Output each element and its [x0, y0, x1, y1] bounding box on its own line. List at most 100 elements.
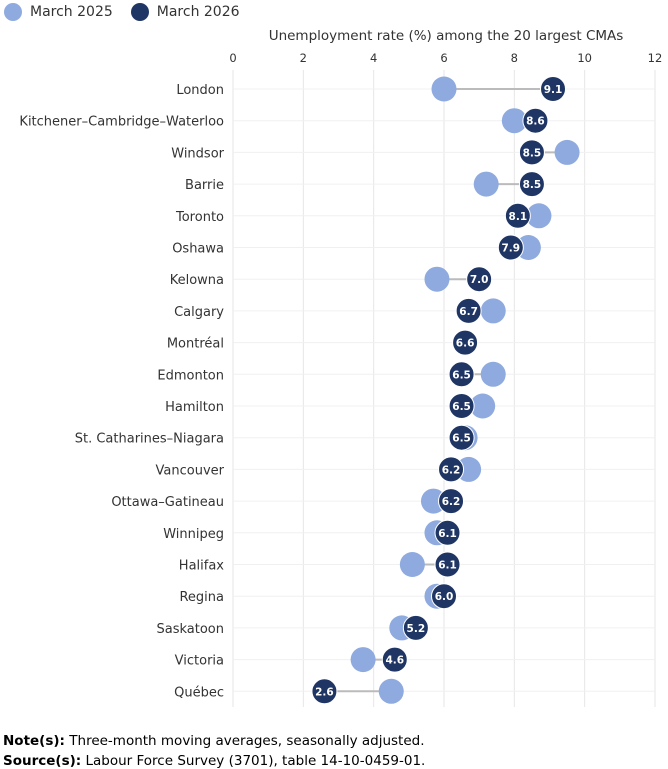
point-march-2025[interactable]: [424, 266, 450, 292]
x-tick-label: 8: [511, 51, 518, 65]
category-label: Hamilton: [165, 400, 224, 415]
category-label: Saskatoon: [156, 622, 224, 637]
dumbbell-chart: Unemployment rate (%) among the 20 large…: [19, 28, 662, 707]
point-march-2026[interactable]: [518, 139, 545, 166]
data-label: 6.2: [442, 464, 461, 476]
category-label: Oshawa: [172, 242, 224, 257]
legend-item-march-2026[interactable]: March 2026: [130, 3, 240, 21]
data-label: 6.6: [456, 338, 475, 350]
chart-row: Windsor 8.5: [171, 139, 580, 166]
point-march-2026[interactable]: [448, 393, 475, 419]
point-march-2026[interactable]: [402, 614, 429, 641]
point-march-2026[interactable]: [504, 202, 531, 229]
category-label: Halifax: [179, 559, 225, 574]
point-march-2026[interactable]: [438, 488, 465, 515]
chart-row: Kelowna 7.0: [170, 266, 493, 293]
data-label: 5.2: [407, 623, 426, 635]
source-line: Source(s): Labour Force Survey (3701), t…: [3, 751, 425, 769]
chart-title: Unemployment rate (%) among the 20 large…: [269, 28, 624, 44]
category-label: Edmonton: [157, 368, 224, 383]
footnotes: Note(s): Three-month moving averages, se…: [3, 731, 425, 769]
category-label: Victoria: [175, 654, 224, 669]
chart-row: Victoria 4.6: [175, 646, 408, 673]
point-march-2025[interactable]: [526, 203, 552, 229]
point-march-2026[interactable]: [434, 519, 461, 546]
point-march-2026[interactable]: [448, 361, 475, 388]
data-label: 7.9: [502, 243, 521, 255]
x-tick-label: 10: [577, 51, 592, 65]
chart-row: Hamilton 6.5: [165, 393, 496, 419]
legend-item-march-2025[interactable]: March 2025: [4, 3, 113, 21]
point-march-2025[interactable]: [480, 361, 506, 387]
point-march-2025[interactable]: [473, 171, 499, 197]
source-text: Labour Force Survey (3701), table 14-10-…: [81, 753, 426, 769]
data-label: 8.1: [509, 211, 528, 223]
note-text: Three-month moving averages, seasonally …: [64, 733, 425, 749]
point-march-2026[interactable]: [448, 424, 475, 451]
point-march-2025[interactable]: [378, 678, 404, 704]
category-label: Kitchener–Cambridge–Waterloo: [19, 115, 224, 130]
point-march-2026[interactable]: [540, 76, 567, 102]
data-label: 6.5: [452, 401, 471, 413]
category-label: St. Catharines–Niagara: [75, 432, 224, 447]
chart-row: Oshawa 7.9: [172, 234, 541, 261]
category-label: Vancouver: [156, 463, 225, 478]
point-march-2026[interactable]: [311, 678, 338, 705]
x-tick-label: 2: [300, 51, 307, 65]
point-march-2026[interactable]: [466, 266, 493, 293]
point-march-2026[interactable]: [452, 329, 479, 356]
chart-row: Calgary 6.7: [174, 297, 506, 324]
data-label: 6.1: [438, 560, 457, 572]
data-label: 8.5: [523, 179, 542, 191]
point-march-2026[interactable]: [431, 583, 457, 610]
legend-swatch-march-2026: [130, 3, 149, 21]
category-label: Barrie: [185, 178, 224, 193]
point-march-2026[interactable]: [522, 107, 549, 134]
point-march-2025[interactable]: [350, 647, 376, 673]
point-march-2025[interactable]: [470, 393, 496, 419]
point-march-2025[interactable]: [399, 552, 425, 577]
point-march-2025[interactable]: [431, 76, 457, 102]
category-label: Calgary: [174, 305, 224, 320]
chart-row: St. Catharines–Niagara 6.5: [75, 424, 478, 451]
point-march-2026[interactable]: [455, 297, 482, 324]
x-tick-label: 4: [370, 51, 377, 65]
point-march-2026[interactable]: [518, 171, 545, 198]
chart-row: Kitchener–Cambridge–Waterloo 8.6: [19, 107, 549, 134]
point-march-2025[interactable]: [480, 298, 506, 324]
category-label: Québec: [174, 685, 224, 700]
point-march-2026[interactable]: [434, 551, 461, 578]
category-label: London: [176, 83, 224, 98]
chart-row: Barrie 8.5: [185, 171, 545, 198]
data-label: 8.5: [523, 147, 542, 159]
point-march-2025[interactable]: [501, 108, 527, 134]
category-label: Kelowna: [170, 273, 224, 288]
point-march-2025[interactable]: [554, 139, 580, 165]
category-label: Regina: [179, 590, 224, 605]
point-march-2026[interactable]: [497, 234, 524, 261]
point-march-2026[interactable]: [381, 646, 408, 673]
source-label: Source(s):: [3, 753, 82, 769]
data-label: 6.7: [459, 306, 478, 318]
data-label: 8.6: [526, 116, 545, 128]
data-label: 6.0: [435, 591, 454, 603]
chart-row: Halifax 6.1: [179, 551, 461, 578]
note-line: Note(s): Three-month moving averages, se…: [3, 731, 425, 751]
data-label: 9.1: [544, 84, 563, 96]
gridlines: [232, 70, 656, 707]
chart-row: Saskatoon 5.2: [156, 614, 429, 641]
legend-swatch-march-2025: [4, 3, 22, 21]
note-label: Note(s):: [3, 733, 65, 749]
data-label: 6.1: [438, 528, 457, 540]
category-label: Montréal: [167, 337, 224, 352]
category-label: Toronto: [175, 210, 224, 225]
legend-label-march-2026: March 2026: [156, 4, 240, 20]
x-axis-ticks: 0 2 4 6 8 10 12: [229, 51, 662, 65]
chart-rows: London 9.1 Kitchener–Cambridge–Waterloo 8.6…: [19, 76, 580, 705]
chart-row: Québec 2.6: [174, 678, 404, 705]
chart-row: Toronto 8.1: [175, 202, 552, 229]
point-march-2026[interactable]: [438, 456, 465, 483]
legend-label-march-2025: March 2025: [30, 4, 113, 20]
chart-row: Vancouver 6.2: [156, 456, 482, 483]
